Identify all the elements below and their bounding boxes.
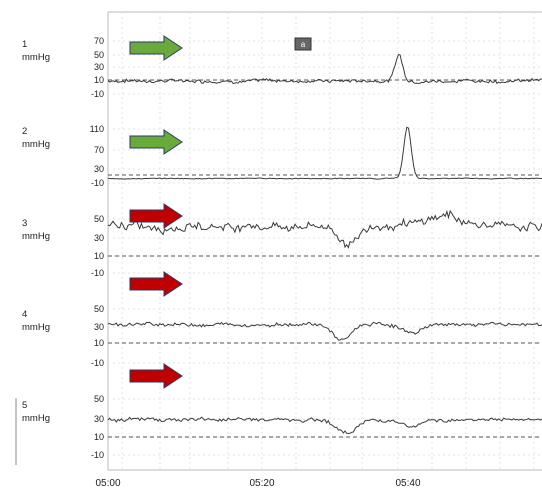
y-tick-label: 30 bbox=[94, 62, 104, 72]
y-tick-label: 10 bbox=[94, 338, 104, 348]
y-tick-label: 30 bbox=[94, 414, 104, 424]
channel-label: 3 bbox=[22, 218, 27, 229]
x-tick-label: 05:00 bbox=[95, 478, 120, 489]
y-tick-label: 70 bbox=[94, 36, 104, 46]
y-tick-label: -10 bbox=[91, 268, 104, 278]
trace-line bbox=[107, 416, 542, 435]
green-arrow-icon bbox=[129, 35, 183, 61]
y-tick-label: -10 bbox=[91, 450, 104, 460]
channel-unit: mmHg bbox=[22, 413, 50, 424]
y-tick-label: 30 bbox=[94, 322, 104, 332]
green-arrow-icon bbox=[129, 129, 183, 155]
trace-line bbox=[107, 209, 542, 249]
y-tick-label: 70 bbox=[94, 145, 104, 155]
channel-3: 3 mmHg 50 30 10 -10 bbox=[22, 203, 542, 278]
channel-unit: mmHg bbox=[22, 231, 50, 242]
y-tick-label: 10 bbox=[94, 432, 104, 442]
y-tick-label: 10 bbox=[94, 75, 104, 85]
channel-label: 4 bbox=[22, 309, 27, 320]
red-arrow-icon bbox=[129, 363, 183, 389]
trace-line bbox=[107, 321, 542, 341]
y-tick-label: -10 bbox=[91, 178, 104, 188]
trace-line bbox=[108, 126, 542, 180]
y-tick-label: 10 bbox=[94, 251, 104, 261]
y-tick-label: 50 bbox=[94, 304, 104, 314]
y-tick-label: -10 bbox=[91, 358, 104, 368]
event-marker-box bbox=[294, 37, 312, 51]
channel-label: 5 bbox=[22, 400, 27, 411]
channel-2: 2 mmHg 110 70 30 -10 bbox=[22, 124, 542, 188]
channel-5: 5 mmHg 50 30 10 -10 bbox=[22, 363, 542, 460]
red-arrow-icon bbox=[129, 203, 183, 229]
y-tick-label: 30 bbox=[94, 164, 104, 174]
channel-4: 4 mmHg 50 30 10 -10 bbox=[22, 271, 542, 368]
channel-unit: mmHg bbox=[22, 52, 50, 63]
event-marker-label: a bbox=[301, 40, 306, 49]
channel-unit: mmHg bbox=[22, 322, 50, 333]
event-marker: a bbox=[294, 37, 312, 51]
y-tick-label: 30 bbox=[94, 233, 104, 243]
y-tick-label: 50 bbox=[94, 50, 104, 60]
trace-line bbox=[107, 54, 542, 85]
y-tick-label: 50 bbox=[94, 394, 104, 404]
x-tick-label: 05:20 bbox=[249, 478, 274, 489]
channel-unit: mmHg bbox=[22, 139, 50, 150]
channel-1: 1 mmHg 70 50 30 10 -10 bbox=[22, 35, 542, 99]
y-tick-label: 110 bbox=[90, 124, 104, 134]
channel-label: 2 bbox=[22, 126, 27, 137]
channel-label: 1 bbox=[22, 39, 27, 50]
y-tick-label: -10 bbox=[91, 89, 104, 99]
y-tick-label: 50 bbox=[94, 214, 104, 224]
red-arrow-icon bbox=[129, 271, 183, 297]
x-tick-label: 05:40 bbox=[395, 478, 420, 489]
